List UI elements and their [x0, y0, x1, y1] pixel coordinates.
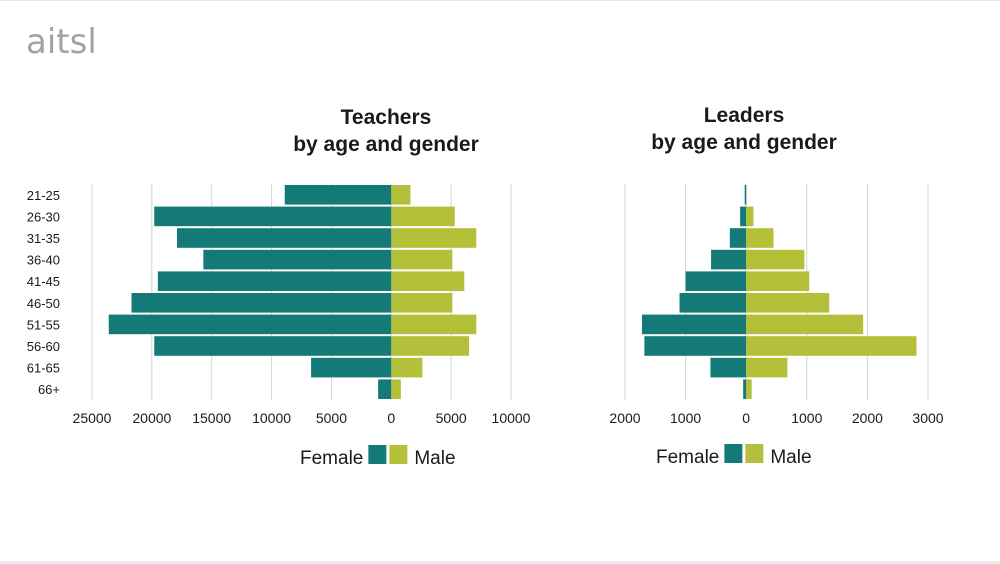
teachers-x-tick-label: 15000 — [192, 410, 231, 426]
age-group-label: 36-40 — [27, 253, 60, 268]
teachers-female-bar-56-60 — [154, 336, 392, 356]
leaders-male-bar-66+ — [746, 379, 752, 399]
teachers-male-bar-41-45 — [391, 271, 465, 291]
teachers-chart-title-line-2: by age and gender — [293, 133, 479, 156]
leaders-female-bar-51-55 — [641, 314, 747, 335]
leaders-x-tick-label: 1000 — [670, 410, 701, 426]
leaders-x-tick-label: 1000 — [791, 410, 822, 426]
teachers-legend-male-label: Male — [414, 448, 455, 469]
teachers-male-bar-66+ — [391, 379, 401, 399]
teachers-female-bar-51-55 — [108, 314, 392, 335]
leaders-chart-title-line-1: Leaders — [704, 104, 785, 127]
age-group-label: 41-45 — [27, 274, 60, 289]
teachers-legend-female-swatch — [368, 445, 387, 464]
teachers-chart-title-line-1: Teachers — [341, 106, 432, 129]
teachers-male-bar-21-25 — [391, 185, 411, 205]
leaders-legend-female-swatch — [724, 444, 743, 463]
teachers-male-bar-46-50 — [391, 293, 453, 313]
teachers-male-bar-51-55 — [391, 314, 477, 335]
leaders-x-tick-label: 2000 — [852, 410, 883, 426]
teachers-x-tick-label: 0 — [387, 410, 395, 426]
leaders-male-bar-26-30 — [746, 206, 754, 227]
leaders-female-bar-26-30 — [740, 206, 747, 227]
age-group-label: 21-25 — [27, 188, 60, 203]
leaders-female-bar-56-60 — [644, 336, 747, 356]
teachers-male-bar-31-35 — [391, 228, 477, 248]
age-group-label: 51-55 — [27, 317, 60, 332]
teachers-x-tick-label: 10000 — [492, 410, 531, 426]
leaders-legend-male-label: Male — [770, 447, 811, 468]
teachers-female-bar-36-40 — [203, 249, 392, 270]
teachers-male-bar-36-40 — [391, 249, 453, 270]
leaders-female-bar-21-25 — [744, 185, 747, 205]
teachers-legend-female-label: Female — [300, 448, 363, 469]
teachers-male-bar-61-65 — [391, 357, 423, 378]
leaders-male-bar-51-55 — [746, 314, 864, 335]
leaders-x-tick-label: 2000 — [609, 410, 640, 426]
leaders-male-bar-56-60 — [746, 336, 917, 356]
age-group-label: 61-65 — [27, 361, 60, 376]
teachers-x-tick-label: 20000 — [132, 410, 171, 426]
age-group-label: 31-35 — [27, 231, 60, 246]
teachers-x-tick-label: 25000 — [73, 410, 112, 426]
teachers-female-bar-21-25 — [284, 185, 392, 205]
age-group-label: 66+ — [38, 382, 60, 397]
teachers-male-bar-26-30 — [391, 206, 455, 227]
leaders-male-bar-36-40 — [746, 249, 805, 270]
leaders-chart-title-line-2: by age and gender — [651, 131, 837, 154]
leaders-female-bar-46-50 — [679, 293, 747, 313]
leaders-male-bar-41-45 — [746, 271, 810, 291]
teachers-female-bar-41-45 — [157, 271, 392, 291]
leaders-female-bar-41-45 — [685, 271, 747, 291]
leaders-female-bar-66+ — [743, 379, 747, 399]
age-group-label: 56-60 — [27, 339, 60, 354]
leaders-male-bar-46-50 — [746, 293, 830, 313]
aitsl-logo: aitsl — [26, 22, 97, 62]
teachers-female-bar-26-30 — [154, 206, 392, 227]
leaders-male-bar-31-35 — [746, 228, 774, 248]
leaders-male-bar-61-65 — [746, 357, 788, 378]
teachers-x-tick-label: 10000 — [252, 410, 291, 426]
age-group-label: 26-30 — [27, 209, 60, 224]
teachers-female-bar-46-50 — [131, 293, 392, 313]
leaders-legend-male-swatch — [745, 444, 764, 463]
teachers-female-bar-31-35 — [176, 228, 392, 248]
teachers-legend-male-swatch — [389, 445, 408, 464]
leaders-female-bar-36-40 — [711, 249, 747, 270]
age-group-label: 46-50 — [27, 296, 60, 311]
leaders-x-tick-label: 0 — [742, 410, 750, 426]
teachers-male-bar-56-60 — [391, 336, 470, 356]
leaders-female-bar-31-35 — [729, 228, 747, 248]
leaders-female-bar-61-65 — [710, 357, 747, 378]
leaders-x-tick-label: 3000 — [912, 410, 943, 426]
teachers-female-bar-61-65 — [311, 357, 392, 378]
teachers-x-tick-label: 5000 — [316, 410, 347, 426]
leaders-legend-female-label: Female — [656, 447, 719, 468]
teachers-x-tick-label: 5000 — [436, 410, 467, 426]
teachers-female-bar-66+ — [378, 379, 392, 399]
